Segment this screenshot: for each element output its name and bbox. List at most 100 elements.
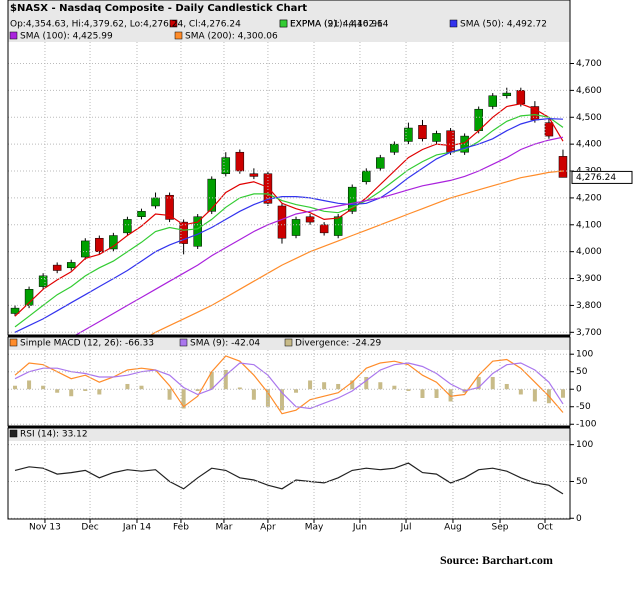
series-line [14, 113, 564, 328]
candle-body [432, 133, 441, 142]
divergence-bar [434, 389, 439, 398]
divergence-bar [322, 382, 327, 390]
y-tick-label: 0 [576, 385, 582, 395]
candle-body [291, 219, 301, 236]
x-tick-label: Oct [537, 523, 553, 533]
divergence-bar [490, 376, 495, 390]
series-line [149, 170, 564, 335]
candle-body [207, 178, 216, 212]
divergence-bar [504, 383, 509, 390]
x-tick-label: Jun [352, 523, 367, 533]
panel-frame [7, 336, 571, 427]
candle-body [249, 173, 259, 177]
candle-body [193, 216, 202, 247]
divergence-bar [476, 376, 481, 390]
divergence-bar [420, 389, 425, 398]
series-line [14, 462, 564, 495]
legend-swatch [9, 429, 18, 438]
candle-body [558, 156, 568, 178]
candle-body [95, 237, 104, 252]
series-line [14, 362, 564, 410]
y-tick-label: 4,600 [576, 86, 602, 96]
legend-swatch [284, 338, 293, 347]
legend-label: EXPMA (9): 4,410.96 [290, 20, 383, 30]
divergence-bar [181, 389, 186, 409]
y-tick-label: 4,500 [576, 113, 602, 123]
legend-swatch [9, 338, 18, 347]
divergence-bar [69, 389, 74, 397]
y-tick-label: 3,900 [576, 274, 602, 284]
chart-title: $NASX - Nasdaq Composite - Daily Candles… [10, 3, 307, 14]
x-tick-label: Jul [400, 523, 412, 533]
series-line [14, 117, 564, 333]
divergence-bar [518, 389, 523, 395]
candle-body [544, 122, 554, 137]
plot-area [10, 87, 568, 335]
y-tick-label: 50 [576, 477, 588, 487]
legend-swatch [169, 19, 178, 28]
y-tick-label: 100 [576, 440, 593, 450]
divergence-bar [55, 389, 60, 393]
plot-area [14, 462, 564, 495]
legend-swatch [279, 19, 288, 28]
x-tick-label: May [305, 523, 324, 533]
candle-body [10, 307, 20, 314]
x-tick-label: Nov 13 [29, 523, 61, 533]
divergence-bar [560, 389, 565, 398]
y-tick-label: -100 [576, 420, 597, 430]
candle-body [263, 173, 273, 204]
candle-body [347, 186, 357, 212]
candle-body [333, 216, 343, 236]
legend-swatch [9, 31, 18, 40]
legend-label: SMA (100): 4,425.99 [20, 32, 113, 42]
divergence-bar [97, 389, 102, 395]
divergence-bar [27, 380, 32, 390]
legend-label: EXPMA (21): 4,462.14 [290, 20, 389, 30]
divergence-bar [308, 380, 313, 390]
y-tick-label: 100 [576, 350, 593, 360]
candle-body [319, 224, 329, 234]
y-tick-label: 3,800 [576, 301, 602, 311]
candle-body [109, 235, 118, 250]
header-band [8, 0, 570, 42]
y-tick-label: 4,200 [576, 193, 602, 203]
divergence-bar [41, 385, 46, 390]
series-line [14, 103, 564, 317]
x-tick-label: Dec [81, 523, 98, 533]
candle-body [390, 143, 399, 153]
divergence-bar [139, 385, 144, 390]
candle-body [362, 170, 371, 183]
y-tick-label: 3,700 [576, 328, 602, 338]
divergence-bar [223, 369, 228, 390]
divergence-bar [294, 389, 299, 393]
last-price-box [571, 170, 633, 184]
legend-label: SMA (200): 4,300.06 [185, 32, 278, 42]
last-price-label: 4,276.24 [576, 173, 616, 183]
divergence-bar [364, 376, 369, 390]
legend-swatch [449, 19, 458, 28]
candle-body [66, 262, 76, 269]
series-line [74, 136, 564, 335]
x-tick-label: Apr [260, 523, 276, 533]
candle-body [305, 216, 315, 223]
x-tick-label: Sep [492, 523, 509, 533]
x-tick-label: Aug [444, 523, 462, 533]
divergence-bar [378, 382, 383, 390]
candle-body [277, 205, 287, 239]
candle-body [221, 157, 231, 174]
divergence-bar [350, 380, 355, 390]
legend-swatch [179, 338, 188, 347]
legend-label: Simple MACD (12, 26): -66.33 [20, 339, 154, 349]
x-tick-label: Jan 14 [122, 523, 151, 533]
legend-label: SMA (9): -42.04 [190, 339, 260, 349]
y-tick-label: 4,400 [576, 140, 602, 150]
divergence-bar [125, 383, 130, 390]
candle-body [516, 90, 526, 105]
series-line [14, 355, 564, 415]
source: Source: Barchart.com [440, 553, 553, 567]
divergence-bar [406, 389, 411, 391]
candle-body [52, 264, 62, 271]
candle-body [179, 221, 188, 244]
